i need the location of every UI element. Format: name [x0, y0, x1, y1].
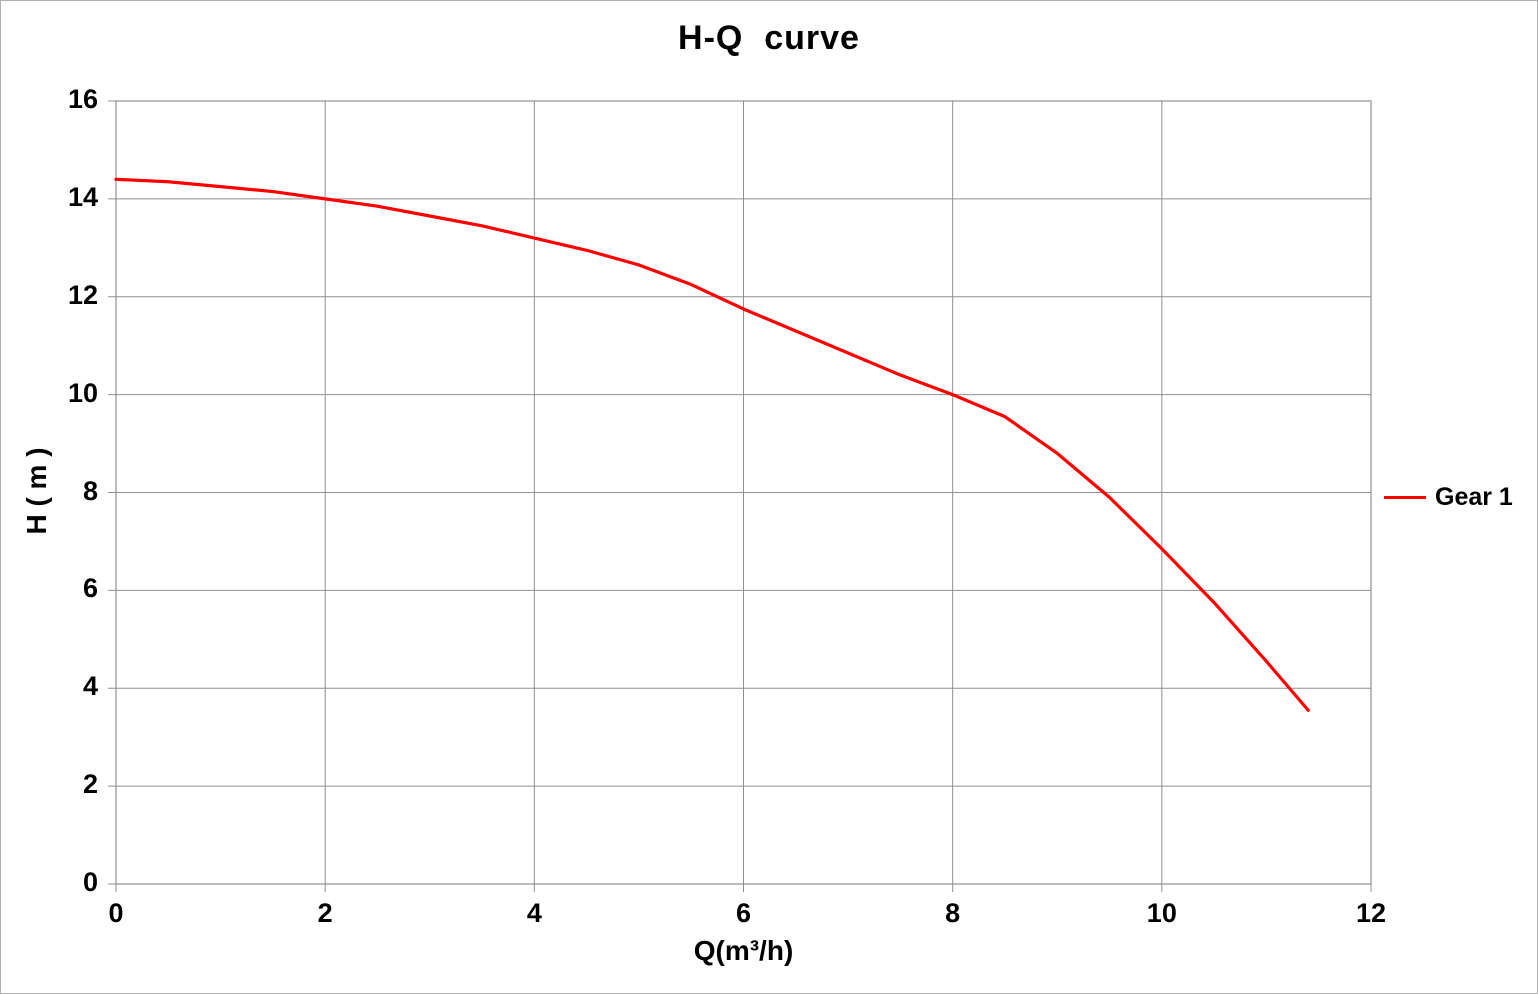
plot-border — [115, 100, 1372, 885]
y-tick-label: 6 — [82, 573, 98, 604]
x-tick-label: 10 — [1146, 898, 1177, 928]
legend-line-swatch — [1384, 496, 1426, 499]
y-tick-label: 12 — [67, 279, 98, 310]
y-tick-label: 2 — [82, 769, 98, 800]
x-axis-label: Q(m³/h) — [693, 935, 794, 966]
legend: Gear 1 — [1384, 483, 1513, 512]
x-tick-label: 12 — [1355, 898, 1387, 928]
x-tick-label: 4 — [526, 898, 542, 928]
y-tick-label: 4 — [82, 671, 98, 702]
chart-title: H-Q curve — [678, 19, 860, 57]
x-tick-label: 0 — [108, 898, 124, 928]
legend-label: Gear 1 — [1435, 483, 1513, 511]
x-tick-label: 2 — [317, 898, 333, 928]
y-tick-label: 8 — [82, 475, 98, 506]
y-tick-label: 16 — [67, 84, 98, 114]
series-curve — [114, 177, 1310, 712]
y-tick-label: 10 — [67, 377, 98, 408]
y-axis-label: H ( m ) — [21, 447, 52, 535]
x-tick-label: 6 — [735, 898, 752, 928]
y-tick-label: 0 — [82, 867, 98, 897]
x-tick-label: 8 — [945, 898, 961, 928]
y-tick-label: 14 — [67, 181, 98, 212]
